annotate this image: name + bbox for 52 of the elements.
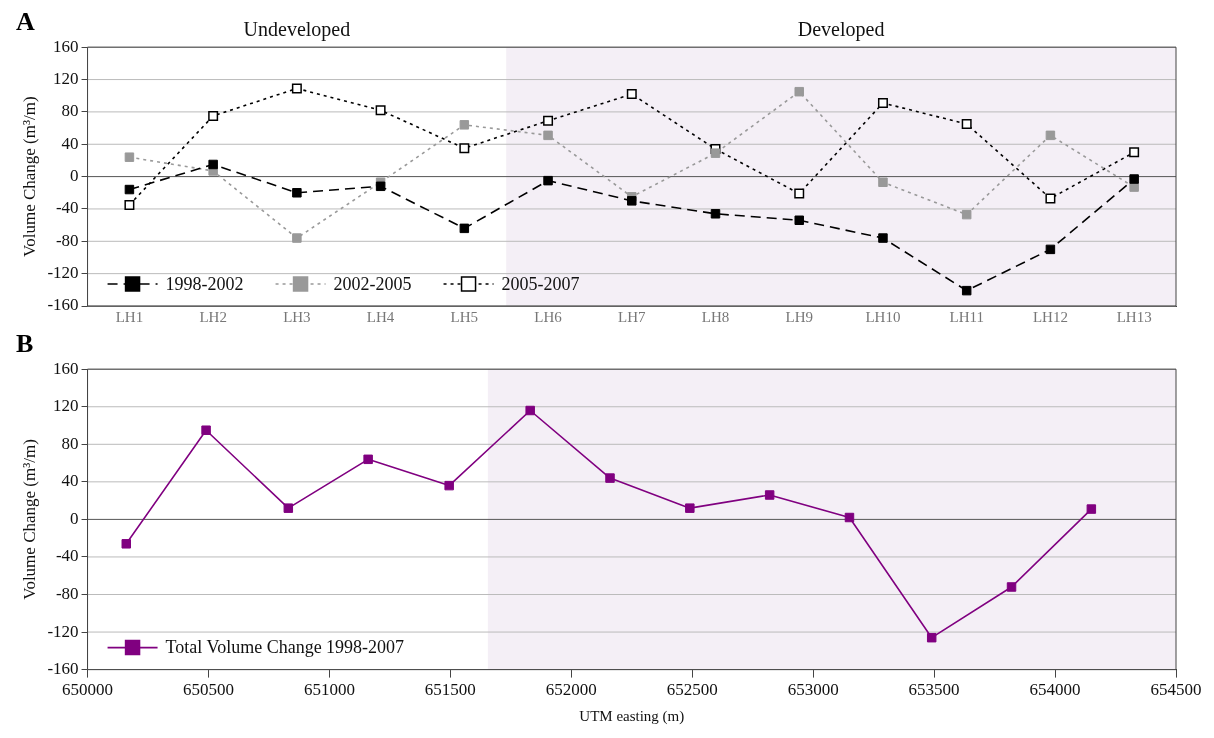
y-tick-label: -160 [47, 659, 79, 679]
x-tick-label: 650500 [183, 680, 234, 700]
y-tick-label: 0 [70, 166, 79, 186]
y-tick-label: 120 [53, 69, 79, 89]
x-tick-label: 652500 [666, 680, 718, 700]
y-tick-label: 160 [53, 358, 79, 378]
legend-label: 2005-2007 [501, 273, 580, 294]
y-tick-label: -160 [47, 295, 79, 315]
chart-title: B [16, 329, 34, 359]
y-tick-label: 40 [61, 471, 79, 491]
x-tick-label: LH9 [785, 308, 813, 325]
x-tick-label: LH5 [450, 308, 479, 325]
x-tick-label: 651000 [303, 680, 355, 700]
y-tick-label: 160 [53, 36, 79, 56]
x-tick-label: LH6 [534, 308, 563, 325]
x-tick-label: 651500 [424, 680, 476, 700]
y-tick-label: -80 [55, 583, 79, 603]
x-tick-label: 652000 [545, 680, 597, 700]
y-tick-label: 120 [53, 396, 79, 416]
x-tick-label: LH12 [1032, 308, 1068, 325]
y-tick-label: -120 [47, 621, 79, 641]
x-tick-label: 653500 [908, 680, 960, 700]
y-axis-title: Volume Change (m³/m) [19, 96, 39, 257]
x-tick-label: LH3 [283, 308, 311, 325]
x-tick-label: LH13 [1116, 308, 1152, 325]
x-tick-label: LH4 [366, 308, 395, 325]
x-tick-label: LH11 [949, 308, 984, 325]
y-tick-label: -120 [47, 263, 79, 283]
band-label: Undeveloped [243, 18, 351, 42]
y-tick-label: 40 [61, 133, 79, 153]
y-tick-label: 80 [61, 433, 79, 453]
y-tick-label: -40 [55, 546, 79, 566]
y-tick-label: 80 [61, 101, 79, 121]
x-tick-label: LH8 [701, 308, 730, 325]
x-tick-label: 650000 [62, 680, 114, 700]
y-axis-title: Volume Change (m³/m) [19, 439, 39, 600]
x-tick-label: 654000 [1029, 680, 1081, 700]
legend-label: Total Volume Change 1998-2007 [165, 637, 405, 658]
band-label: Developed [797, 18, 885, 42]
x-tick-label: LH10 [865, 308, 901, 325]
x-tick-label: LH2 [199, 308, 227, 325]
y-tick-label: -80 [55, 230, 79, 250]
x-tick-label: 654500 [1150, 680, 1202, 700]
y-tick-label: -40 [55, 198, 79, 218]
x-tick-label: 653000 [787, 680, 839, 700]
x-tick-label: LH1 [115, 308, 144, 325]
legend-label: 1998-2002 [165, 273, 244, 294]
chart-title: A [16, 7, 35, 37]
y-tick-label: 0 [70, 508, 79, 528]
x-tick-label: LH7 [618, 308, 647, 325]
legend-label: 2002-2005 [333, 273, 412, 294]
x-axis-title: UTM easting (m) [579, 707, 685, 725]
